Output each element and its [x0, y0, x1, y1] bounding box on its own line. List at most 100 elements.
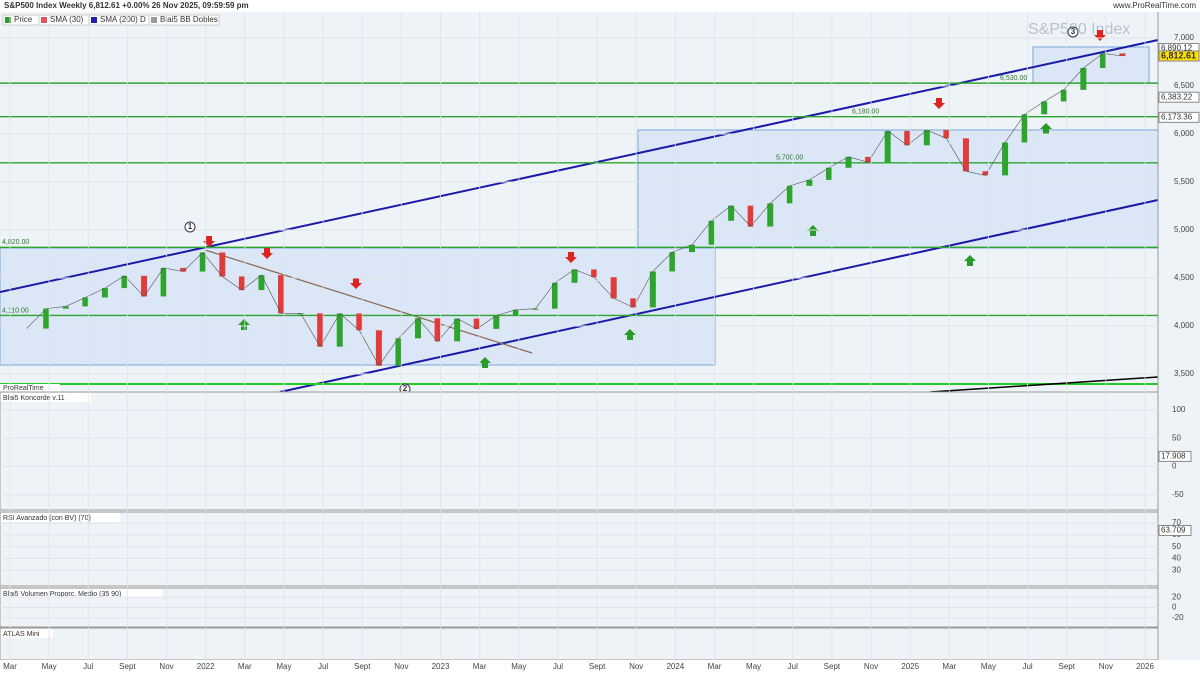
zone-box	[637, 129, 1159, 249]
header-title: S&P500 Index Weekly 6,812.61 +0.00% 26 N…	[4, 1, 249, 10]
candle	[121, 275, 128, 289]
x-tick-label: May	[746, 662, 761, 671]
candle	[786, 185, 793, 204]
panel-bg	[0, 391, 1159, 511]
candle	[199, 252, 206, 272]
header-bar	[0, 0, 1200, 12]
price-badge-label: 6,812.61	[1161, 50, 1196, 60]
x-tick-label: May	[42, 662, 57, 671]
y-tick-label: 4,000	[1174, 321, 1195, 330]
annotation-circle	[1067, 26, 1079, 38]
panel-bg	[0, 627, 1159, 661]
header-site: www.ProRealTime.com	[1112, 1, 1196, 10]
x-tick-label: Nov	[629, 662, 643, 671]
x-tick-label: Sept	[589, 662, 606, 671]
candle	[591, 269, 598, 278]
x-tick-label: Sept	[1058, 662, 1075, 671]
legend-swatch	[41, 17, 47, 23]
watermark: S&P500 Index	[1028, 21, 1130, 38]
candle	[434, 318, 441, 342]
price-badge	[1158, 91, 1200, 103]
annotation-label: 2	[403, 384, 408, 393]
x-tick-label: Nov	[394, 662, 408, 671]
y-tick-label: 6,000	[1174, 129, 1195, 138]
candle	[904, 130, 911, 146]
y-tick-label: 40	[1172, 554, 1181, 563]
candle	[278, 275, 285, 314]
legend-swatch	[91, 17, 97, 23]
channel-line	[279, 199, 1159, 393]
x-tick-label: 2022	[197, 662, 215, 671]
price-badge-label: 6,173.36	[1161, 112, 1193, 121]
y-tick-label: -20	[1172, 613, 1184, 622]
value-badge-label: 17.908	[1161, 452, 1186, 461]
candle	[747, 205, 754, 227]
panel-title-bg	[1, 513, 121, 522]
x-tick-label: Jul	[788, 662, 798, 671]
candle	[825, 167, 832, 180]
annotation-label: 3	[1071, 27, 1076, 36]
panel-title-bg	[1, 589, 163, 598]
price-badge	[1158, 111, 1200, 123]
x-tick-label: Mar	[942, 662, 956, 671]
candle	[708, 220, 715, 245]
candle	[101, 288, 108, 298]
candle	[865, 156, 872, 163]
candle	[551, 282, 558, 309]
x-tick-label: May	[981, 662, 996, 671]
candle	[767, 203, 774, 227]
candle	[630, 298, 637, 308]
x-tick-label: Mar	[3, 662, 17, 671]
x-tick-label: Jul	[318, 662, 328, 671]
legend-label: Blai5 BB Dobles	[160, 15, 218, 24]
y-tick-label: 6,500	[1174, 81, 1195, 90]
y-tick-label: 0	[1172, 462, 1177, 471]
x-tick-label: Mar	[473, 662, 487, 671]
candle	[884, 130, 891, 163]
y-tick-label: 5,500	[1174, 177, 1195, 186]
candle	[1002, 142, 1009, 176]
panel-title-bg	[1, 629, 53, 638]
candle	[160, 267, 167, 297]
candle	[415, 318, 422, 339]
legend-item[interactable]	[148, 14, 220, 26]
candle	[1041, 101, 1048, 115]
x-tick-label: Mar	[708, 662, 722, 671]
candle	[395, 338, 402, 366]
panel-title: Blai5 Volumen Proporc. Medio (35 90)	[3, 591, 121, 598]
candle	[1080, 67, 1087, 90]
x-tick-label: Nov	[1099, 662, 1113, 671]
x-tick-label: 2024	[666, 662, 684, 671]
y-tick-label: 20	[1172, 592, 1181, 601]
x-tick-label: Sept	[824, 662, 841, 671]
candle	[806, 179, 813, 186]
candle	[473, 318, 480, 329]
candle	[356, 313, 363, 331]
candle	[982, 171, 989, 176]
panel-title: RSI Avanzado (con BV) (70)	[3, 515, 91, 522]
trend-line	[929, 376, 1159, 393]
candle	[375, 330, 382, 366]
candle	[180, 267, 187, 272]
candle	[454, 318, 461, 342]
x-tick-label: May	[276, 662, 291, 671]
x-tick-label: May	[511, 662, 526, 671]
x-tick-label: Sept	[354, 662, 371, 671]
legend-label: SMA (200) D	[100, 15, 146, 24]
candle	[1119, 53, 1126, 56]
candle	[512, 309, 519, 316]
panel-title-bg	[1, 393, 91, 402]
x-tick-label: 2023	[432, 662, 450, 671]
candle	[571, 269, 578, 283]
legend-swatch	[5, 17, 11, 23]
y-tick-label: 70	[1172, 518, 1181, 527]
x-tick-label: Jul	[1022, 662, 1032, 671]
annotation-circle	[184, 221, 196, 233]
candle	[258, 275, 265, 291]
y-tick-label: 30	[1172, 565, 1181, 574]
candle	[219, 252, 226, 277]
price-badge-label: 6,890.12	[1161, 44, 1193, 53]
candle	[688, 244, 695, 253]
price-badge-label: 6,383.22	[1161, 92, 1193, 101]
